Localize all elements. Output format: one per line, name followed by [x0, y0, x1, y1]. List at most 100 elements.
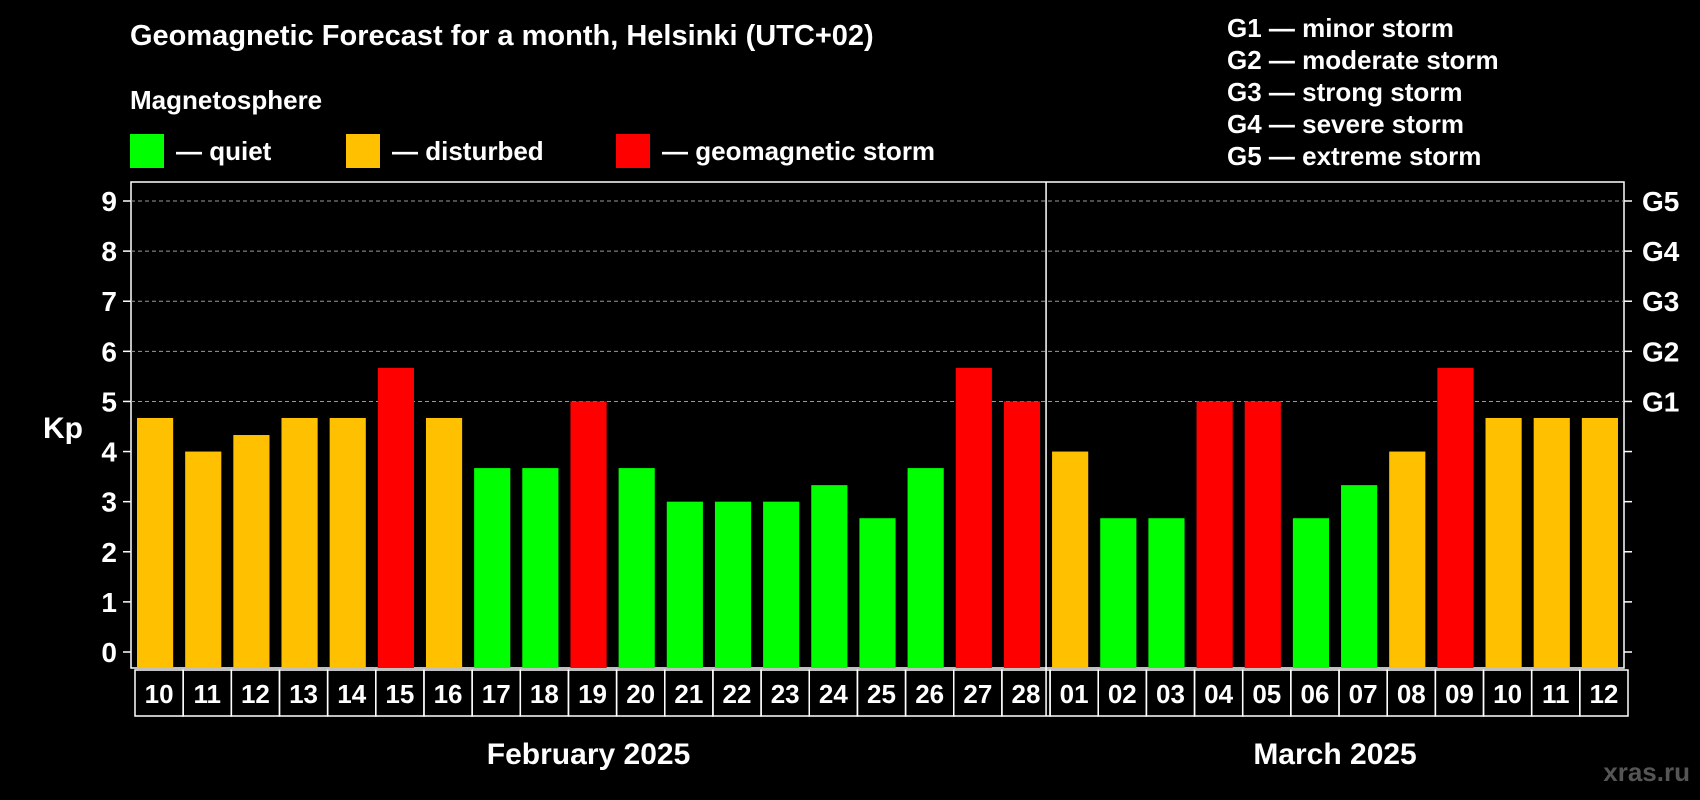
legend-quiet: — quiet [130, 134, 271, 168]
date-label: 09 [1445, 679, 1474, 709]
date-label: 13 [289, 679, 318, 709]
bar [137, 417, 174, 668]
bar [1100, 518, 1137, 668]
date-label: 16 [434, 679, 463, 709]
date-label: 26 [915, 679, 944, 709]
date-label: 01 [1060, 679, 1089, 709]
date-label: 25 [867, 679, 896, 709]
bar [185, 451, 222, 668]
month-label: February 2025 [487, 738, 690, 771]
legend-quiet-label: — quiet [176, 135, 272, 166]
storm-scale-g1: G1 — minor storm [1227, 13, 1454, 43]
bar [666, 501, 703, 668]
bar [1292, 518, 1330, 668]
date-label: 02 [1108, 679, 1137, 709]
date-label: 17 [482, 679, 511, 709]
date-cell [1579, 669, 1629, 717]
date-label: 10 [145, 679, 174, 709]
bar [1389, 451, 1426, 668]
y-tick-label: 8 [101, 236, 117, 267]
legend-storm: — geomagnetic storm [616, 134, 935, 168]
y-tick-label: 5 [101, 386, 117, 417]
date-label: 14 [337, 679, 366, 709]
bar [1052, 451, 1089, 668]
y-tick-label: 3 [101, 487, 117, 518]
bar [1437, 367, 1474, 668]
bar [955, 367, 992, 668]
date-label: 08 [1397, 679, 1426, 709]
legend-storm-label: — geomagnetic storm [662, 135, 936, 166]
date-label: 12 [241, 679, 270, 709]
date-label: 20 [626, 679, 655, 709]
legend-quiet-swatch [130, 134, 164, 168]
bar [425, 417, 463, 668]
storm-scale-g5: G5 — extreme storm [1227, 141, 1482, 171]
date-label: 12 [1589, 679, 1618, 709]
date-label: 19 [578, 679, 607, 709]
date-label: 15 [385, 679, 414, 709]
bar [1533, 417, 1570, 668]
bar [859, 518, 896, 668]
bar [763, 501, 800, 668]
magnetosphere-label: Magnetosphere [130, 85, 323, 115]
storm-scale-legend: G1 — minor storm G2 — moderate storm G3 … [1227, 12, 1499, 172]
date-label: 21 [674, 679, 703, 709]
date-label: 11 [1542, 679, 1570, 709]
watermark: xras.ru [1603, 757, 1690, 787]
date-label: 28 [1012, 679, 1041, 709]
legend-disturbed-swatch [346, 134, 380, 168]
date-label: 10 [1493, 679, 1522, 709]
storm-scale-g2: G2 — moderate storm [1227, 45, 1499, 75]
bar [522, 468, 559, 668]
bar [281, 417, 318, 668]
legend-disturbed-label: — disturbed [392, 135, 544, 166]
right-axis-label-g5: G5 [1642, 186, 1679, 217]
y-tick-label: 9 [101, 186, 117, 217]
right-axis-label-g1: G1 [1642, 386, 1679, 417]
month-label: March 2025 [1253, 738, 1416, 771]
y-tick-label: 4 [101, 437, 117, 468]
date-label: 04 [1204, 679, 1233, 709]
y-tick-label: 1 [101, 587, 117, 618]
bar [907, 468, 944, 668]
bar [1148, 518, 1185, 668]
bar [1003, 401, 1041, 668]
date-label: 18 [530, 679, 559, 709]
bar [811, 485, 848, 668]
bar [714, 501, 752, 668]
date-label: 27 [963, 679, 992, 709]
storm-scale-g3: G3 — strong storm [1227, 77, 1463, 107]
y-tick-label: 2 [101, 537, 117, 568]
bar [1341, 485, 1378, 668]
y-tick-label: 0 [101, 637, 117, 668]
bar [570, 401, 607, 668]
bar [1581, 417, 1618, 668]
y-axis-label: Kp [43, 412, 83, 445]
date-label: 06 [1300, 679, 1329, 709]
bar [474, 468, 511, 668]
legend-disturbed: — disturbed [346, 134, 544, 168]
right-axis-label-g3: G3 [1642, 286, 1679, 317]
right-axis-label-g4: G4 [1642, 236, 1680, 267]
date-label: 23 [771, 679, 800, 709]
bar [233, 435, 270, 668]
bar [618, 468, 655, 668]
bar [329, 417, 366, 668]
date-label: 07 [1349, 679, 1378, 709]
bar [1196, 401, 1233, 668]
bar [377, 367, 414, 668]
date-label: 11 [193, 679, 221, 709]
date-label: 24 [819, 679, 848, 709]
date-label: 22 [723, 679, 752, 709]
y-tick-label: 7 [101, 286, 117, 317]
chart-title: Geomagnetic Forecast for a month, Helsin… [130, 20, 874, 52]
right-axis-label-g2: G2 [1642, 336, 1679, 367]
date-label: 05 [1252, 679, 1281, 709]
storm-scale-g4: G4 — severe storm [1227, 109, 1465, 139]
bar [1244, 401, 1281, 668]
legend-storm-swatch [616, 134, 650, 168]
date-label: 03 [1156, 679, 1185, 709]
y-tick-label: 6 [101, 336, 117, 367]
bar [1485, 417, 1522, 668]
